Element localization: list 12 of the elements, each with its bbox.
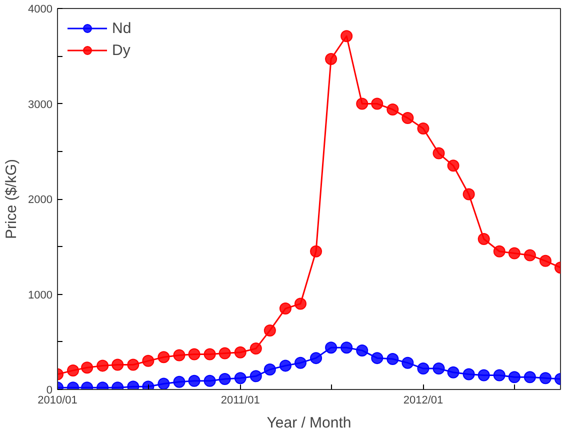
y-tick-label: 0 [46, 384, 53, 396]
legend-label: Nd [112, 20, 132, 36]
y-tick-label: 4000 [28, 4, 53, 16]
y-tick-label: 3000 [28, 98, 53, 111]
legend-label: Dy [112, 42, 132, 58]
x-tick-label: 2010/01 [38, 394, 78, 406]
y-tick-label: 2000 [28, 194, 53, 206]
y-axis-title: Price ($/kG) [3, 158, 20, 240]
x-axis-title: Year / Month [266, 414, 352, 432]
x-tick-label: 2012/01 [403, 394, 444, 406]
y-tick-label: 1000 [28, 289, 53, 302]
x-tick-label: 2011/01 [220, 394, 260, 406]
